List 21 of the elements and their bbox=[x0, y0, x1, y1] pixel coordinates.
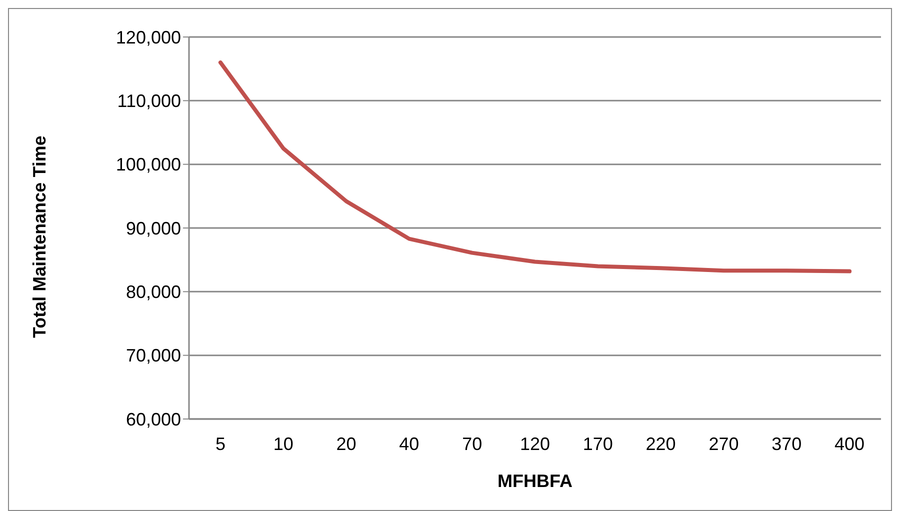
y-tick-label: 70,000 bbox=[126, 346, 181, 366]
x-tick-label: 400 bbox=[834, 434, 865, 454]
x-tick-label: 40 bbox=[399, 434, 420, 454]
x-tick-label: 170 bbox=[582, 434, 613, 454]
x-tick-label: 10 bbox=[273, 434, 294, 454]
x-tick-label: 70 bbox=[462, 434, 482, 454]
y-tick-label: 100,000 bbox=[116, 154, 181, 175]
line-series bbox=[218, 60, 852, 274]
y-tick-label: 60,000 bbox=[126, 409, 181, 430]
y-tick-label: 90,000 bbox=[126, 218, 181, 238]
y-tick-label: 120,000 bbox=[116, 27, 181, 48]
x-tick-label: 220 bbox=[646, 434, 676, 454]
x-tick-label: 20 bbox=[336, 434, 356, 454]
x-axis-title: MFHBFA bbox=[498, 471, 572, 491]
y-tick-label: 110,000 bbox=[117, 91, 181, 112]
x-tick-label: 120 bbox=[520, 434, 550, 454]
x-tick-label: 370 bbox=[772, 434, 802, 454]
y-axis-title: Total Maintenance Time bbox=[29, 136, 50, 338]
y-tick-label: 80,000 bbox=[126, 282, 181, 302]
x-tick-label: 270 bbox=[708, 434, 739, 454]
x-tick-label: 5 bbox=[215, 434, 226, 454]
